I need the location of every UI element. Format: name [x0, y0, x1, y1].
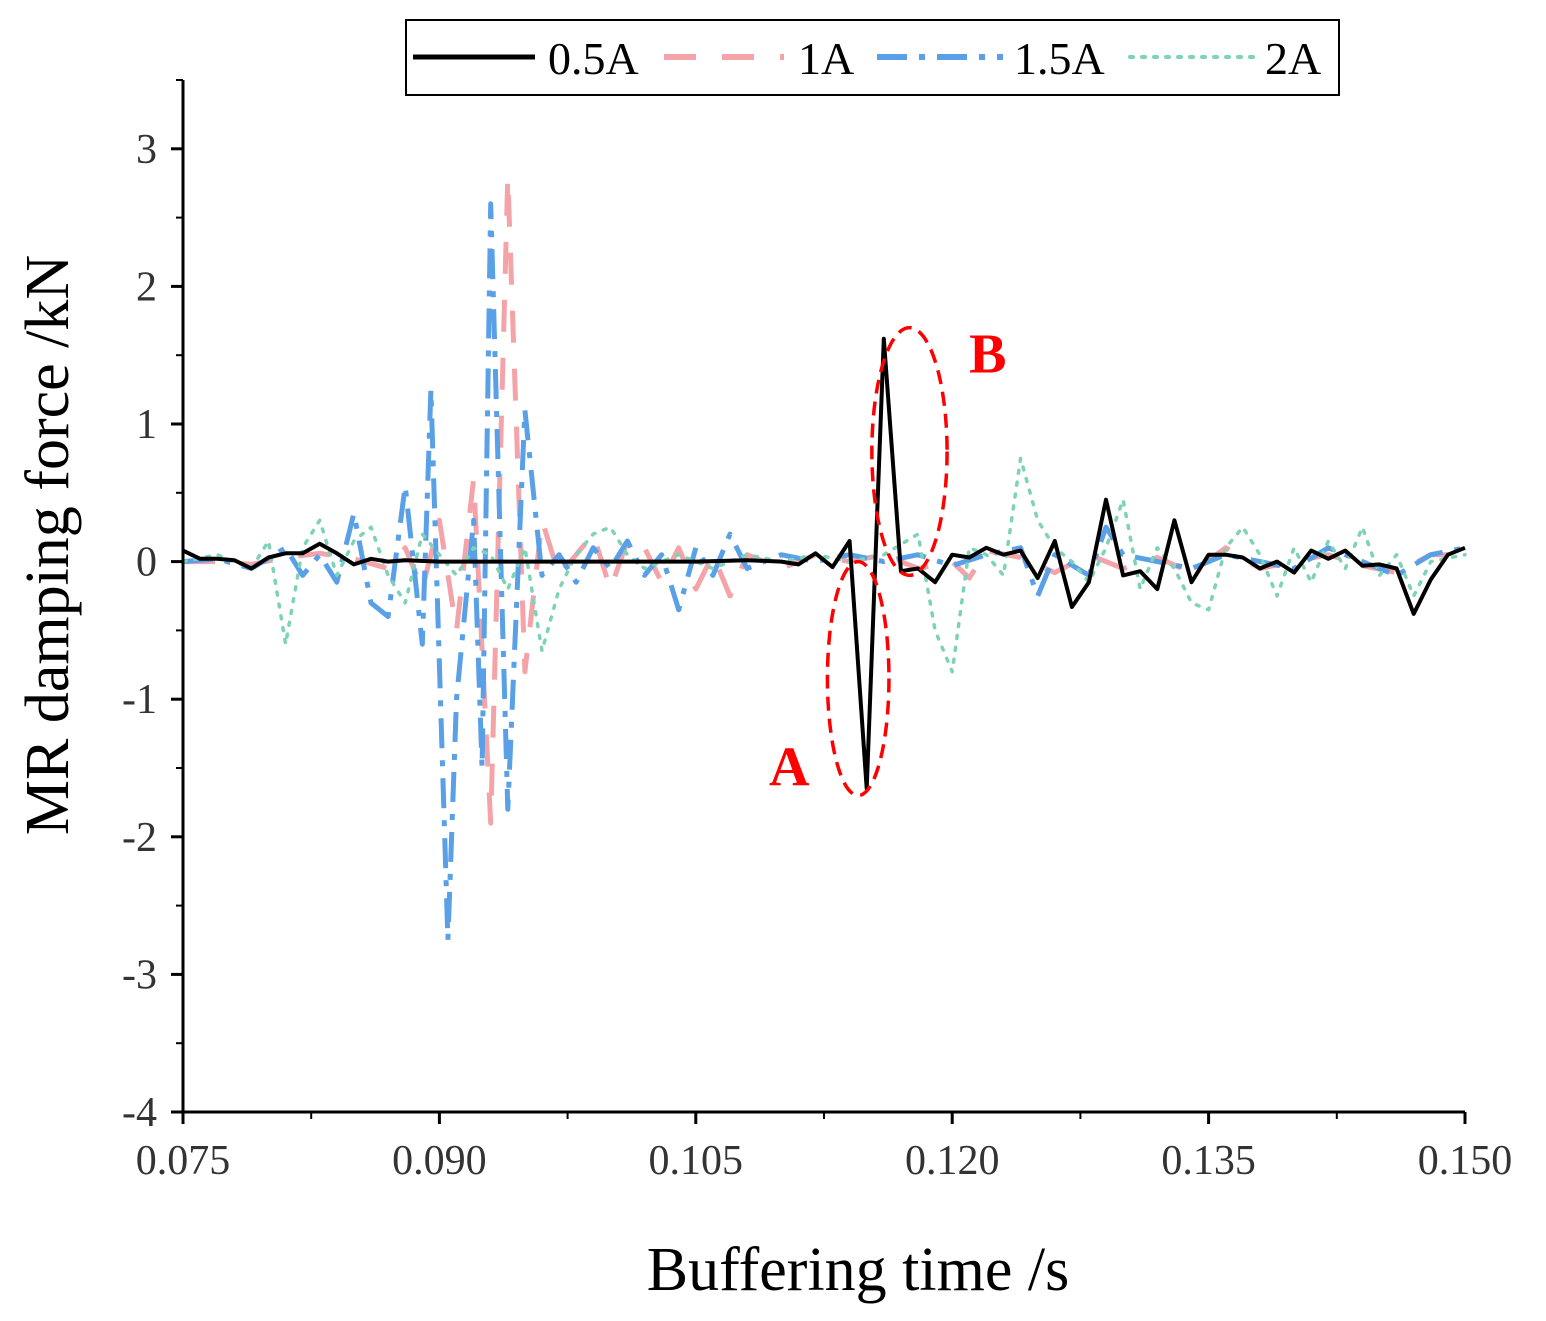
y-tick-label: -2 [122, 815, 157, 861]
annotation-ellipse-B [870, 325, 949, 578]
series-line-1-5A [182, 201, 1466, 943]
y-tick-label: 2 [136, 264, 157, 310]
annotation-label-B: B [969, 324, 1006, 386]
legend-box [405, 19, 1340, 96]
series-line-2A [181, 456, 1467, 674]
legend-label-1A: 1A [798, 33, 854, 84]
y-tick-label: -3 [122, 952, 157, 998]
series-line-0-5A [182, 336, 1466, 791]
legend-label-0-5A: 0.5A [548, 33, 639, 84]
legend-label-2A: 2A [1265, 33, 1321, 84]
y-axis-title: MR damping force /kN [14, 255, 82, 835]
x-tick-label: 0.120 [905, 1138, 1000, 1184]
x-axis-title: Buffering time /s [647, 1236, 1069, 1304]
annotation-ellipse-A [825, 559, 891, 798]
x-tick-label: 0.135 [1161, 1138, 1256, 1184]
x-tick-label: 0.105 [649, 1138, 744, 1184]
x-tick-label: 0.150 [1418, 1138, 1513, 1184]
y-tick-label: 1 [136, 402, 157, 448]
y-tick-label: -4 [122, 1090, 157, 1136]
y-tick-label: 3 [136, 127, 157, 173]
plot-area: AB [181, 173, 1467, 943]
legend: 0.5A 1A 1.5A 2A [405, 19, 1340, 96]
legend-items: 0.5A 1A 1.5A 2A [413, 33, 1321, 84]
axes: -4 -3 -2 -1 0 1 2 3 0.075 0.090 0.105 0.120 0.135 0.1… [122, 79, 1513, 1184]
series-line-1A [183, 173, 1465, 826]
y-tick-label: 0 [136, 540, 157, 586]
y-tick-label: -1 [122, 677, 157, 723]
x-tick-label: 0.090 [392, 1138, 487, 1184]
legend-label-1-5A: 1.5A [1014, 33, 1105, 84]
x-tick-label: 0.075 [136, 1138, 231, 1184]
annotation-label-A: A [769, 737, 810, 799]
